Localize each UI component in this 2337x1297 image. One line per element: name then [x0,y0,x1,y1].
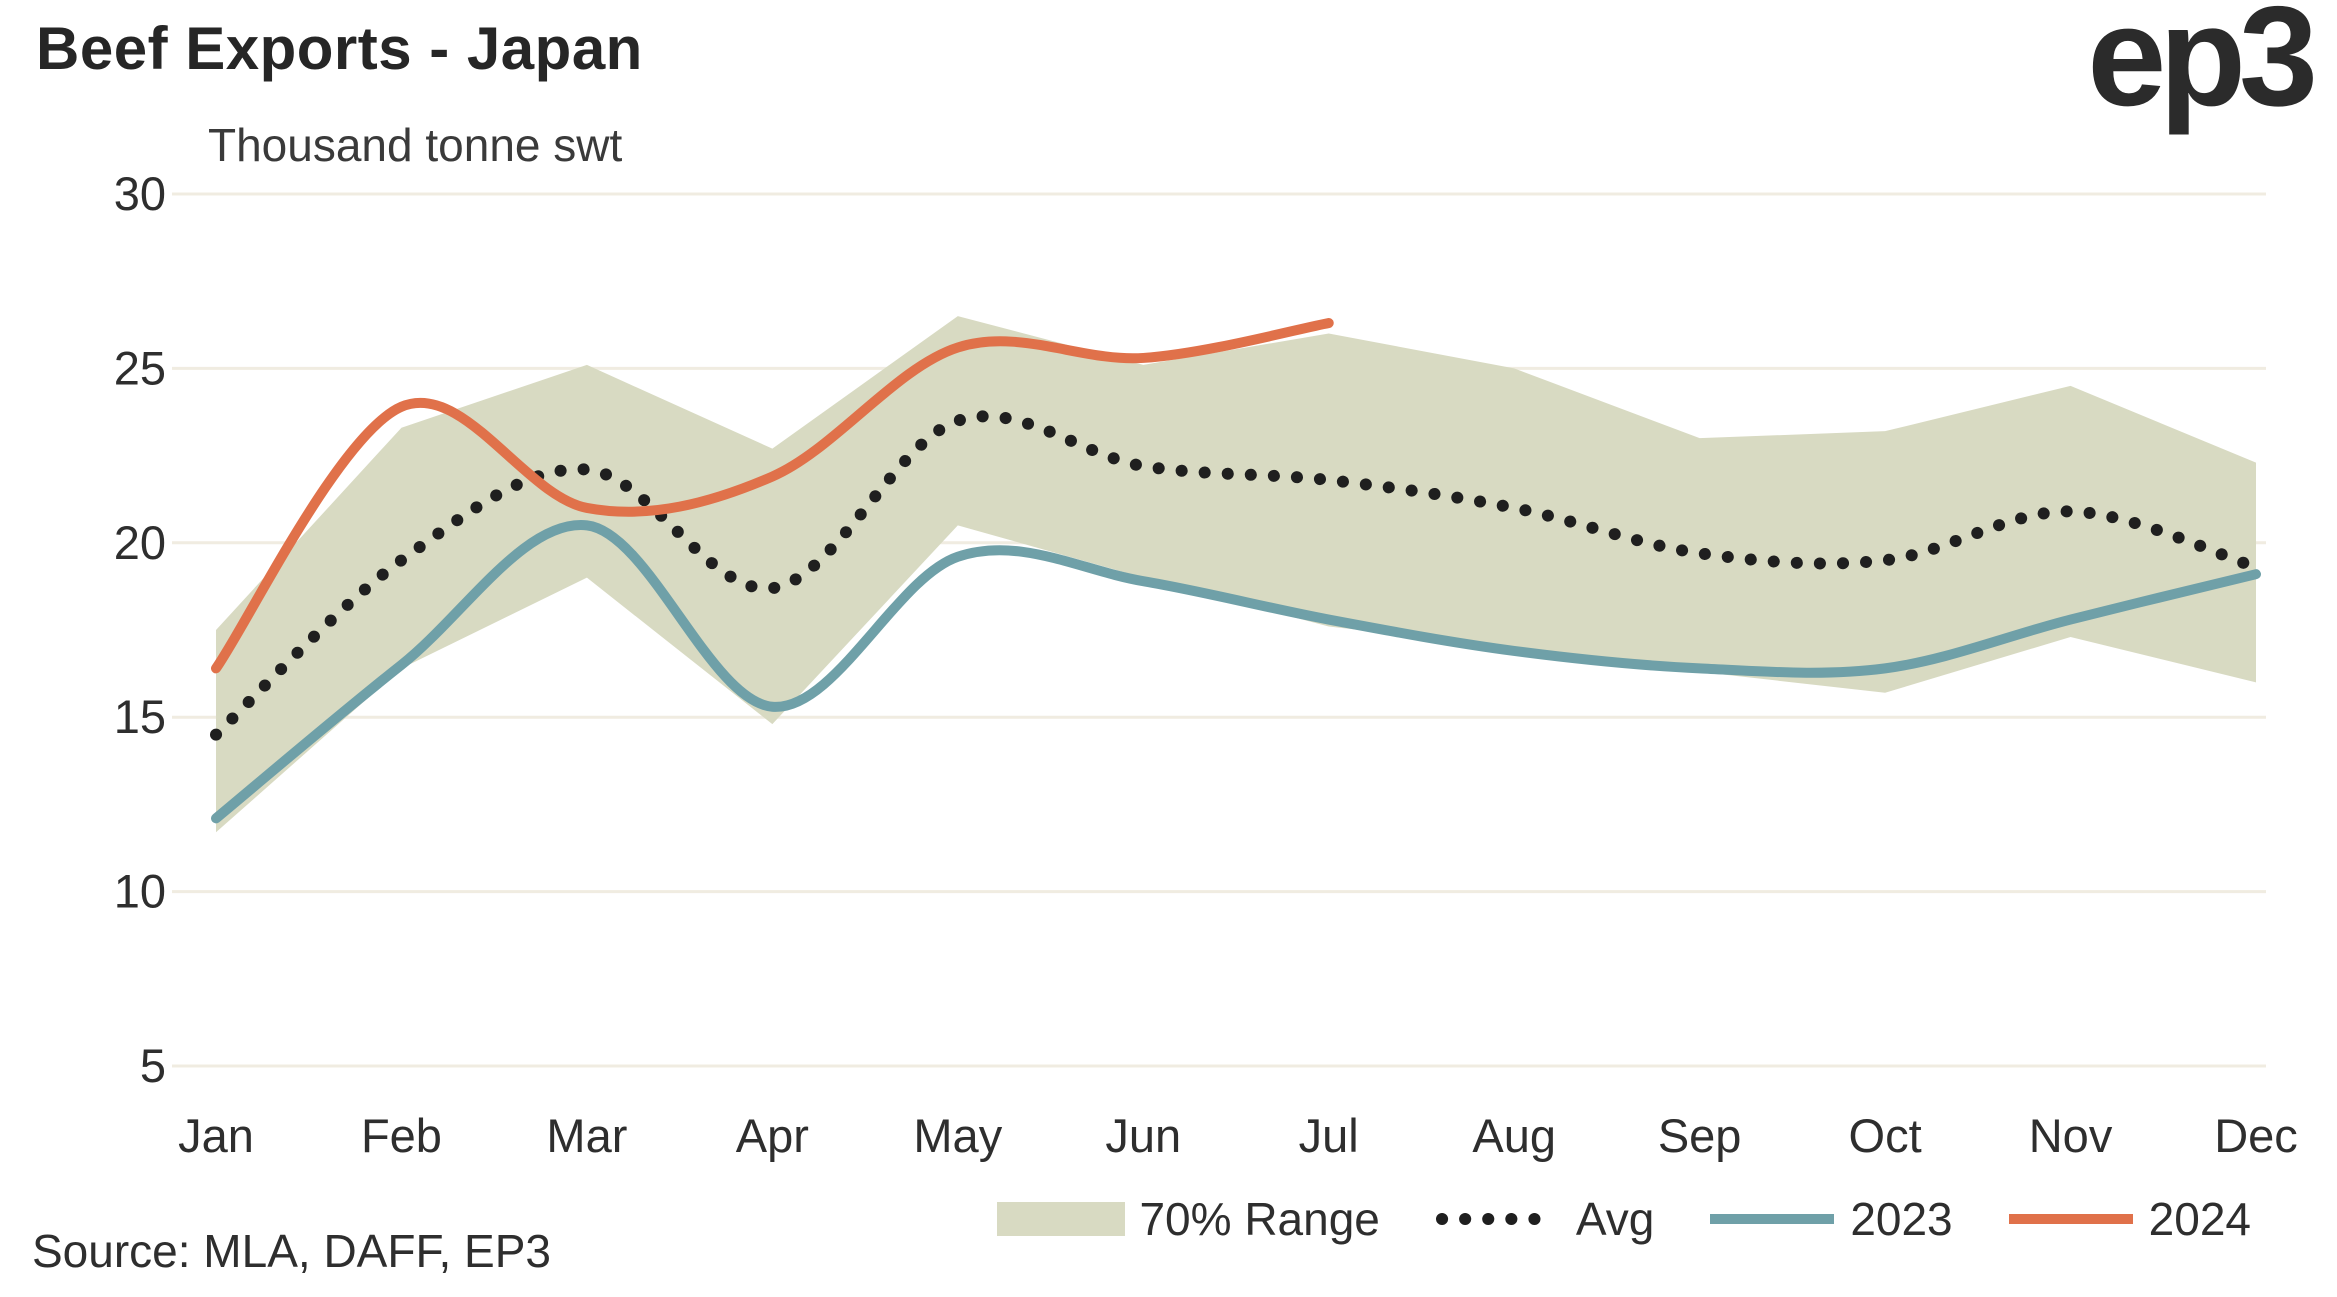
y-tick-label: 10 [114,865,166,918]
x-tick-label: Feb [361,1109,442,1162]
legend-item-2023: 2023 [1708,1192,1953,1246]
y-tick-label: 20 [114,516,166,569]
legend-label-avg: Avg [1575,1193,1655,1245]
ep3-logo: ep3 [2087,0,2318,136]
y-tick-label: 30 [114,167,166,220]
legend-label-2023: 2023 [1850,1193,1953,1245]
avg-line-swatch [1435,1213,1560,1225]
x-tick-label: Aug [1472,1109,1556,1162]
legend-item-range: 70% Range [997,1192,1380,1246]
legend-label-2024: 2024 [2148,1193,2251,1245]
x-tick-label: Jan [178,1109,254,1162]
range-band-swatch [997,1202,1126,1236]
x-tick-label: Jul [1299,1109,1359,1162]
x-tick-label: Oct [1849,1109,1922,1162]
y-tick-label: 25 [114,341,166,394]
y-tick-label: 15 [114,690,166,743]
x-tick-label: Apr [736,1109,809,1162]
x-tick-label: Mar [546,1109,627,1162]
x-tick-label: Dec [2214,1109,2298,1162]
legend: 70% Range Avg 2023 2024 [997,1192,2251,1246]
legend-item-2024: 2024 [2007,1192,2251,1246]
x-tick-label: Sep [1658,1109,1742,1162]
x-tick-label: Nov [2029,1109,2113,1162]
legend-label-range: 70% Range [1139,1193,1380,1245]
line-2023 [211,520,2261,824]
legend-item-avg: Avg [1434,1192,1654,1246]
y-axis-units-label: Thousand tonne swt [208,119,623,171]
page-title: Beef Exports - Japan [36,15,643,82]
line-2024 [211,318,1334,674]
line-2023-swatch [1710,1214,1835,1224]
x-tick-label: May [913,1109,1002,1162]
avg-line [210,410,2262,741]
x-tick-label: Jun [1105,1109,1181,1162]
y-tick-label: 5 [140,1039,166,1092]
source-note: Source: MLA, DAFF, EP3 [32,1225,551,1277]
line-2024-swatch [2008,1214,2133,1224]
range-band-area [216,316,2256,833]
